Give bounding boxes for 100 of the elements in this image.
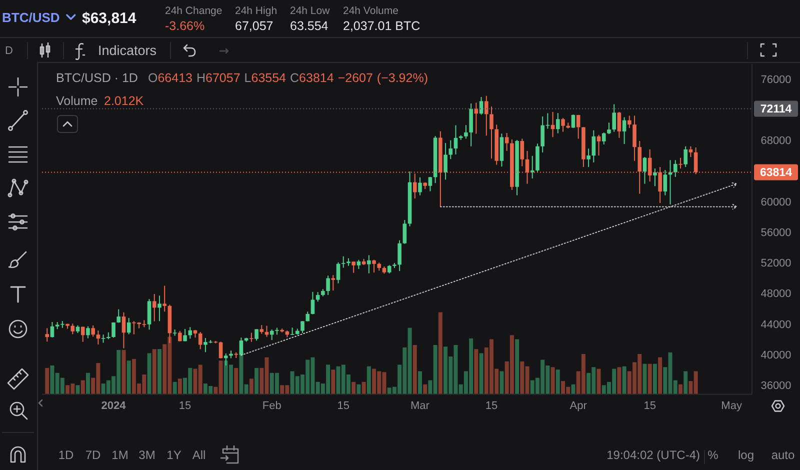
bar: [684, 371, 688, 394]
annotation: 2.012K: [104, 94, 144, 108]
candlestick: [398, 240, 402, 272]
candlestick: [183, 328, 187, 342]
bar: [352, 382, 356, 394]
candlestick: [448, 140, 453, 160]
text: 3M: [138, 448, 156, 462]
candlestick: [454, 124, 458, 155]
bar: [331, 370, 336, 394]
candlestick: [617, 111, 622, 138]
bar: [678, 384, 682, 394]
candlestick: [418, 176, 422, 196]
bar: [356, 384, 361, 394]
candlestick: [70, 323, 75, 335]
text: Indicators: [98, 43, 157, 58]
y-tick-label: 44000: [760, 318, 792, 331]
candlestick: [50, 321, 54, 338]
candlestick: [490, 106, 494, 160]
candlestick: [331, 274, 336, 292]
text: 1Y: [166, 448, 182, 462]
candlestick: [290, 327, 294, 336]
bar: [178, 378, 182, 394]
text: 63.554: [290, 19, 328, 33]
x-tick-label: Apr: [570, 400, 588, 412]
bar: [366, 366, 371, 394]
bar: [157, 349, 162, 394]
candlestick: [101, 334, 106, 344]
candlestick: [367, 254, 371, 274]
candlestick: [254, 328, 258, 342]
candlestick: [556, 112, 560, 134]
ref-line-label: 72114: [760, 104, 792, 116]
bar: [423, 384, 428, 394]
candlestick: [520, 138, 524, 167]
bar: [412, 345, 417, 394]
candlestick: [306, 311, 310, 322]
bar: [76, 385, 80, 394]
candlestick: [592, 130, 596, 163]
text: $63,814: [82, 10, 137, 27]
bar: [418, 371, 422, 394]
candlestick: [571, 114, 576, 129]
x-tick-label: 15: [644, 400, 656, 412]
bar: [658, 357, 662, 394]
bar: [474, 349, 478, 394]
text: %: [708, 448, 719, 462]
candlestick: [152, 293, 156, 322]
candlestick: [310, 291, 315, 315]
bar: [80, 380, 85, 394]
bar: [500, 371, 504, 394]
bar: [479, 353, 484, 394]
bar: [617, 367, 622, 394]
candlestick: [612, 104, 616, 132]
x-tick-label: Feb: [262, 400, 282, 412]
candlestick: [474, 102, 478, 134]
candlestick: [372, 259, 376, 274]
candlestick: [126, 317, 131, 335]
candlestick: [500, 133, 504, 168]
y-tick-label: 56000: [760, 227, 792, 240]
bar: [45, 368, 50, 394]
candlestick: [45, 328, 50, 342]
candlestick: [178, 330, 182, 342]
bar: [172, 382, 177, 394]
text: All: [192, 448, 206, 462]
bar: [648, 364, 652, 394]
bar: [571, 384, 576, 394]
candlestick: [663, 170, 668, 196]
candlestick: [484, 95, 488, 136]
candlestick: [444, 142, 448, 180]
candlestick: [250, 332, 254, 342]
candlestick: [540, 116, 544, 153]
bar: [622, 366, 626, 394]
text: 2,037.01 BTC: [343, 19, 420, 33]
bar: [126, 360, 131, 394]
candlestick: [188, 326, 192, 340]
bar: [122, 350, 126, 394]
bar: [362, 382, 366, 394]
bar: [152, 349, 156, 394]
text: 24h Change: [165, 5, 222, 17]
text: 67,057: [235, 19, 274, 33]
candlestick: [162, 285, 166, 312]
ref-line-label: 63814: [760, 167, 793, 180]
text: -3.66%: [165, 19, 205, 33]
candlestick: [586, 148, 590, 168]
candlestick: [576, 114, 580, 140]
bar: [556, 370, 560, 394]
candlestick: [530, 155, 534, 179]
candlestick: [673, 160, 678, 178]
candlestick: [341, 256, 346, 268]
bar: [515, 339, 520, 394]
bar: [254, 368, 259, 394]
candlestick: [86, 326, 90, 339]
bar: [642, 364, 647, 394]
candlestick: [218, 341, 223, 359]
candlestick: [300, 320, 304, 334]
candlestick: [122, 312, 126, 349]
candlestick: [632, 115, 636, 162]
candlestick: [147, 298, 152, 330]
y-tick-label: 60000: [760, 196, 792, 208]
y-tick-label: 40000: [760, 349, 792, 362]
candlestick: [622, 116, 626, 145]
text: 24h High: [235, 5, 278, 17]
